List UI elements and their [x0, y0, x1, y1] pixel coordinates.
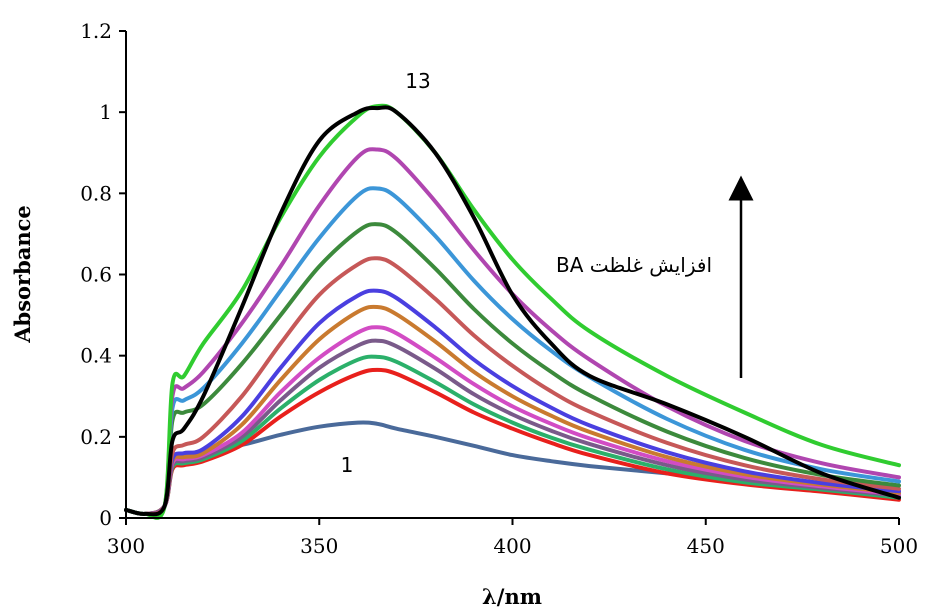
y-tick-label: 0.6: [80, 263, 112, 287]
y-axis-title: Absorbance: [10, 205, 35, 344]
spectrum-line-8: [124, 256, 901, 516]
spectrum-line-13: [124, 105, 901, 517]
y-tick-label: 1.2: [80, 19, 112, 43]
spectrum-line-10: [124, 186, 901, 519]
x-tick-label: 300: [107, 534, 145, 558]
y-tick-label: 0.2: [80, 425, 112, 449]
arrow-annotation-text: افزایش غلظت BA: [556, 253, 712, 277]
x-tick-label: 350: [300, 534, 338, 558]
y-tick-label: 1: [99, 100, 112, 124]
y-tick-label: 0.4: [80, 344, 112, 368]
spectrum-line-6: [124, 304, 901, 516]
y-tick-label: 0.8: [80, 181, 112, 205]
x-axis-title: λ/nm: [482, 584, 542, 609]
curve-label-13: 13: [405, 69, 430, 93]
x-tick-label: 400: [493, 534, 531, 558]
spectrum-line-7: [124, 288, 901, 516]
spectrum-line-4: [124, 338, 901, 516]
x-tick-label: 450: [687, 534, 725, 558]
spectra-curves: [124, 103, 901, 520]
spectrum-line-3: [124, 354, 901, 516]
curve-label-1: 1: [341, 453, 354, 477]
x-tick-label: 500: [880, 534, 918, 558]
axis-ticks: 0 0.2 0.4 0.6 0.8 1 1.2 300 350 400 450 500: [80, 19, 918, 558]
y-tick-label: 0: [99, 506, 112, 530]
spectrum-line-9: [124, 222, 901, 518]
